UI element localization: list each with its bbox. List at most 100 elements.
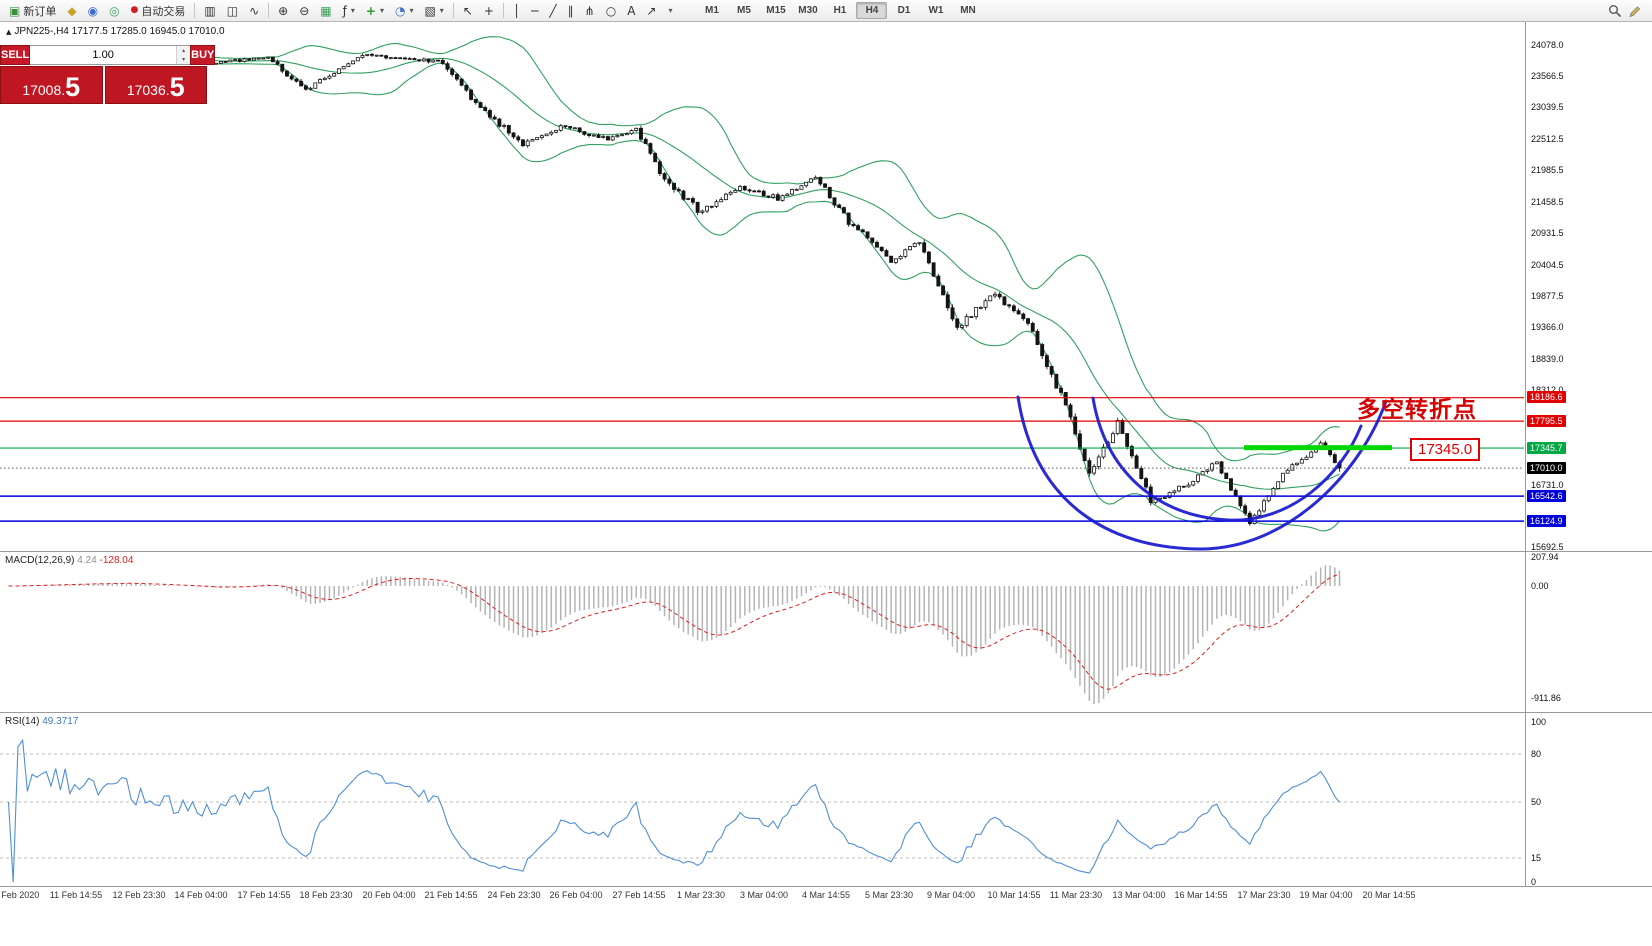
candle <box>1205 469 1210 472</box>
metaeditor-icon[interactable]: ◆ <box>67 3 77 18</box>
buy-price-display[interactable]: 17036. 5 <box>104 66 207 104</box>
community-icon[interactable]: ◉ <box>87 3 99 18</box>
date-axis-label: 20 Mar 14:55 <box>1362 890 1416 900</box>
volume-input[interactable] <box>30 46 177 64</box>
rsi-axis-label: 0 <box>1531 877 1537 887</box>
timeframe-button-m5[interactable]: M5 <box>737 5 751 16</box>
tile-windows-icon[interactable]: ▦ <box>320 3 332 18</box>
cup-arc-1[interactable] <box>1016 395 1388 551</box>
rsi-value: 49.3717 <box>42 716 79 727</box>
template-button[interactable]: ▧ ▾ <box>419 0 448 22</box>
candle <box>643 138 648 144</box>
tools-dropdown-icon[interactable]: ▾ <box>668 6 673 15</box>
zoom-out-icon[interactable]: ⊖ <box>299 3 310 18</box>
ellipse-tool-icon[interactable]: ○ <box>605 3 617 18</box>
cursor-icon[interactable]: ↖ <box>462 3 473 18</box>
candle <box>544 133 549 137</box>
new-order-label: 新订单 <box>23 5 57 18</box>
line-chart-icon[interactable]: ∿ <box>249 3 260 18</box>
buy-button[interactable]: BUY <box>190 45 216 65</box>
date-axis-label: 1 Mar 23:30 <box>676 890 726 900</box>
indicators-icon: ƒ <box>342 3 347 18</box>
candle <box>889 255 894 263</box>
candle <box>393 57 398 60</box>
text-tool-icon[interactable]: A <box>627 3 636 18</box>
candle <box>1162 497 1167 499</box>
timeframe-button-m1[interactable]: M1 <box>705 5 719 16</box>
price-tag-17345: 17345.0 <box>1410 438 1481 461</box>
cup-arc-2[interactable] <box>1091 396 1363 522</box>
date-axis-label: 18 Feb 23:30 <box>299 890 353 900</box>
date-axis[interactable]: 10 Feb 2020 11 Feb 14:55 12 Feb 23:30 14 Fe… <box>0 886 1652 904</box>
candle <box>242 58 247 62</box>
zoom-in-icon[interactable]: ⊕ <box>278 3 289 18</box>
rsi-axis-label: 50 <box>1531 797 1542 807</box>
candle <box>818 176 823 185</box>
timeframe-button-w1[interactable]: W1 <box>928 5 944 16</box>
candle <box>1096 456 1101 467</box>
macd-panel-separator[interactable] <box>0 551 1652 552</box>
candle <box>780 195 785 201</box>
sell-button[interactable]: SELL <box>0 45 31 65</box>
autotrading-button[interactable]: ● 自动交易 <box>126 0 191 22</box>
indicators-button[interactable]: ƒ ▾ <box>338 0 360 22</box>
rsi-name: RSI(14) <box>5 716 40 727</box>
volume-decrease-button[interactable]: ▾ <box>177 55 191 64</box>
horizontal-line-tool-icon[interactable]: ─ <box>531 3 539 18</box>
price-axis-label: 18312.0 <box>1531 385 1564 396</box>
macd-main-value: 4.24 <box>77 555 97 566</box>
candle <box>247 58 252 61</box>
price-axis[interactable]: 24078.0 23566.5 23039.5 22512.5 21985.5 21458… <box>1525 22 1652 887</box>
timeframe-button-m30[interactable]: M30 <box>798 5 818 16</box>
candle <box>870 237 875 243</box>
timeframe-button-h1[interactable]: H1 <box>833 5 847 16</box>
trade-panel-prices: 17008. 5 17036. 5 <box>0 66 207 104</box>
candle <box>624 133 629 136</box>
candle <box>360 55 365 58</box>
crosshair-icon[interactable]: + <box>483 3 494 18</box>
indicators-dropdown-icon: ▾ <box>350 6 355 15</box>
alerts-icon[interactable]: ◎ <box>109 3 120 18</box>
candle <box>355 57 360 62</box>
period-button[interactable]: ◔ ▾ <box>390 0 419 22</box>
vertical-line-tool-icon[interactable]: │ <box>512 3 521 18</box>
candle <box>639 127 643 140</box>
arrow-tool-icon[interactable]: ↗ <box>646 3 657 18</box>
new-order-button[interactable]: ▣ 新订单 <box>4 0 61 22</box>
volume-increase-button[interactable]: ▴ <box>177 46 191 55</box>
timeframe-button-mn[interactable]: MN <box>960 5 976 16</box>
candle <box>256 57 261 60</box>
candle <box>369 53 374 56</box>
candle <box>1290 464 1295 471</box>
channel-tool-icon[interactable]: ∥ <box>567 3 574 18</box>
candle <box>539 135 544 138</box>
price-axis-label: 21985.5 <box>1531 165 1564 176</box>
candlestick-chart-icon[interactable]: ◫ <box>226 3 239 18</box>
trendline-tool-icon[interactable]: ╱ <box>549 3 557 18</box>
candle <box>412 58 417 61</box>
add-indicator-button[interactable]: + ▾ <box>361 0 389 22</box>
edit-pencil-icon[interactable] <box>1628 4 1642 18</box>
candle <box>1026 318 1030 324</box>
macd-axis-label: -911.86 <box>1531 693 1561 703</box>
candle <box>497 118 502 127</box>
rsi-panel-separator[interactable] <box>0 712 1652 713</box>
timeframe-button-h4[interactable]: H4 <box>856 2 888 19</box>
candle <box>851 224 856 227</box>
macd-signal-value: -128.04 <box>99 555 134 566</box>
candle <box>1200 470 1205 476</box>
timeframe-button-m15[interactable]: M15 <box>766 5 786 16</box>
main-toolbar: ▣ 新订单 ◆ ◉ ◎ ● 自动交易 ▥ ◫ ∿ ⊕ ⊖ ▦ ƒ ▾ + ▾ ◔… <box>0 0 1652 22</box>
bar-chart-icon[interactable]: ▥ <box>204 3 216 18</box>
search-icon[interactable] <box>1608 4 1622 18</box>
sell-price-display[interactable]: 17008. 5 <box>0 66 103 104</box>
price-axis-label: 15692.5 <box>1531 542 1564 553</box>
timeframe-button-d1[interactable]: D1 <box>897 5 911 16</box>
candle <box>941 285 946 296</box>
date-axis-label: 12 Feb 23:30 <box>112 890 166 900</box>
candle <box>709 205 714 208</box>
candle <box>1195 474 1200 482</box>
pitchfork-tool-icon[interactable]: ⋔ <box>584 3 595 18</box>
thick-green-level-segment[interactable] <box>1244 445 1392 451</box>
